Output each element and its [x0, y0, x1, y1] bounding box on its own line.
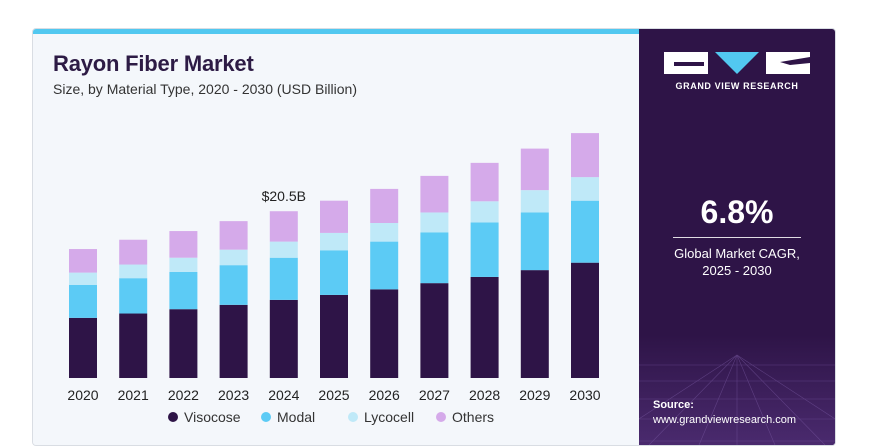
bar-segment-modal-2024 [269, 257, 298, 300]
accent-bar [33, 29, 639, 34]
cagr-value: 6.8% [700, 194, 774, 230]
bar-segment-others-2029 [520, 148, 549, 191]
bar-segment-visocose-2020 [69, 317, 97, 378]
legend-marker-modal [261, 412, 271, 422]
bar-segment-visocose-2022 [169, 309, 198, 378]
bar-segment-others-2025 [320, 200, 348, 233]
bar-segment-modal-2029 [520, 212, 549, 271]
gvr-logo-icon [664, 52, 810, 74]
bar-segment-lycocell-2029 [520, 190, 549, 213]
x-tick-label-2024: 2024 [268, 387, 299, 403]
source-link[interactable]: www.grandviewresearch.com [653, 414, 797, 426]
data-label-2024: $20.5B [262, 188, 306, 204]
bar-segment-lycocell-2028 [470, 201, 499, 223]
source-label: Source: [653, 399, 694, 411]
bar-segment-lycocell-2022 [169, 257, 198, 272]
bar-segment-modal-2021 [119, 278, 148, 314]
brand-name: GRAND VIEW RESEARCH [675, 81, 799, 91]
bar-segment-others-2028 [470, 162, 499, 202]
legend-label-others: Others [452, 409, 494, 425]
grid-pattern-decoration [639, 335, 835, 445]
bar-segment-lycocell-2025 [320, 232, 348, 251]
divider [673, 237, 801, 238]
bar-segment-modal-2027 [420, 232, 449, 284]
bar-segment-others-2023 [219, 221, 248, 250]
bar-segment-visocose-2024 [269, 299, 298, 378]
stacked-bar-chart: 2020 2021 2022 2023 2024 $20.5B 2025 2026 2027 20… [67, 133, 601, 425]
x-tick-label-2025: 2025 [318, 387, 349, 403]
x-tick-label-2029: 2029 [519, 387, 550, 403]
brand-panel: GRAND VIEW RESEARCH 6.8% Global Market C… [639, 29, 835, 445]
bar-segment-modal-2030 [571, 200, 599, 263]
bar-segment-modal-2025 [320, 250, 348, 295]
bar-segment-lycocell-2023 [219, 249, 248, 266]
bar-segment-others-2030 [571, 133, 599, 178]
bar-segment-visocose-2030 [571, 262, 599, 378]
bar-segment-modal-2020 [69, 285, 97, 318]
x-tick-label-2026: 2026 [369, 387, 400, 403]
bar-segment-others-2021 [119, 239, 148, 265]
chart-panel: Rayon Fiber Market Size, by Material Typ… [33, 34, 639, 445]
bar-segment-others-2024 [269, 211, 298, 242]
cagr-label: Global Market CAGR, 2025 - 2030 [639, 245, 835, 279]
bar-segment-visocose-2025 [320, 294, 348, 378]
x-tick-label-2027: 2027 [419, 387, 450, 403]
bar-segment-modal-2022 [169, 271, 198, 310]
bar-segment-modal-2028 [470, 222, 499, 277]
bar-segment-visocose-2026 [370, 289, 399, 378]
bar-segment-others-2027 [420, 175, 449, 213]
bar-segment-lycocell-2021 [119, 264, 148, 279]
bar-segment-lycocell-2027 [420, 212, 449, 233]
cagr-label-line2: 2025 - 2030 [702, 263, 772, 278]
bar-segment-visocose-2029 [520, 270, 549, 378]
x-tick-label-2023: 2023 [218, 387, 249, 403]
bar-segment-visocose-2028 [470, 276, 499, 378]
x-tick-label-2028: 2028 [469, 387, 500, 403]
bar-segment-visocose-2021 [119, 313, 148, 378]
bar-segment-visocose-2027 [420, 283, 449, 378]
bar-segment-others-2020 [69, 249, 97, 273]
bar-segment-lycocell-2024 [269, 241, 298, 258]
x-tick-label-2021: 2021 [118, 387, 149, 403]
chart-title: Rayon Fiber Market [53, 51, 254, 76]
bar-segment-lycocell-2020 [69, 272, 97, 285]
legend-marker-others [436, 412, 446, 422]
legend-marker-lycocell [348, 412, 358, 422]
legend-marker-visocose [168, 412, 178, 422]
legend-label-modal: Modal [277, 409, 315, 425]
bar-segment-visocose-2023 [219, 304, 248, 378]
legend-label-visocose: Visocose [184, 409, 241, 425]
legend-label-lycocell: Lycocell [364, 409, 414, 425]
bar-segment-lycocell-2030 [571, 177, 599, 201]
x-tick-label-2030: 2030 [569, 387, 600, 403]
bar-segment-others-2022 [169, 231, 198, 258]
bar-segment-modal-2026 [370, 241, 399, 290]
bar-segment-others-2026 [370, 188, 399, 223]
x-tick-label-2020: 2020 [67, 387, 98, 403]
chart-subtitle: Size, by Material Type, 2020 - 2030 (USD… [53, 81, 357, 97]
bar-segment-modal-2023 [219, 265, 248, 305]
x-tick-label-2022: 2022 [168, 387, 199, 403]
bar-segment-lycocell-2026 [370, 223, 399, 242]
chart-card: Rayon Fiber Market Size, by Material Typ… [32, 28, 836, 446]
cagr-label-line1: Global Market CAGR, [674, 246, 800, 261]
